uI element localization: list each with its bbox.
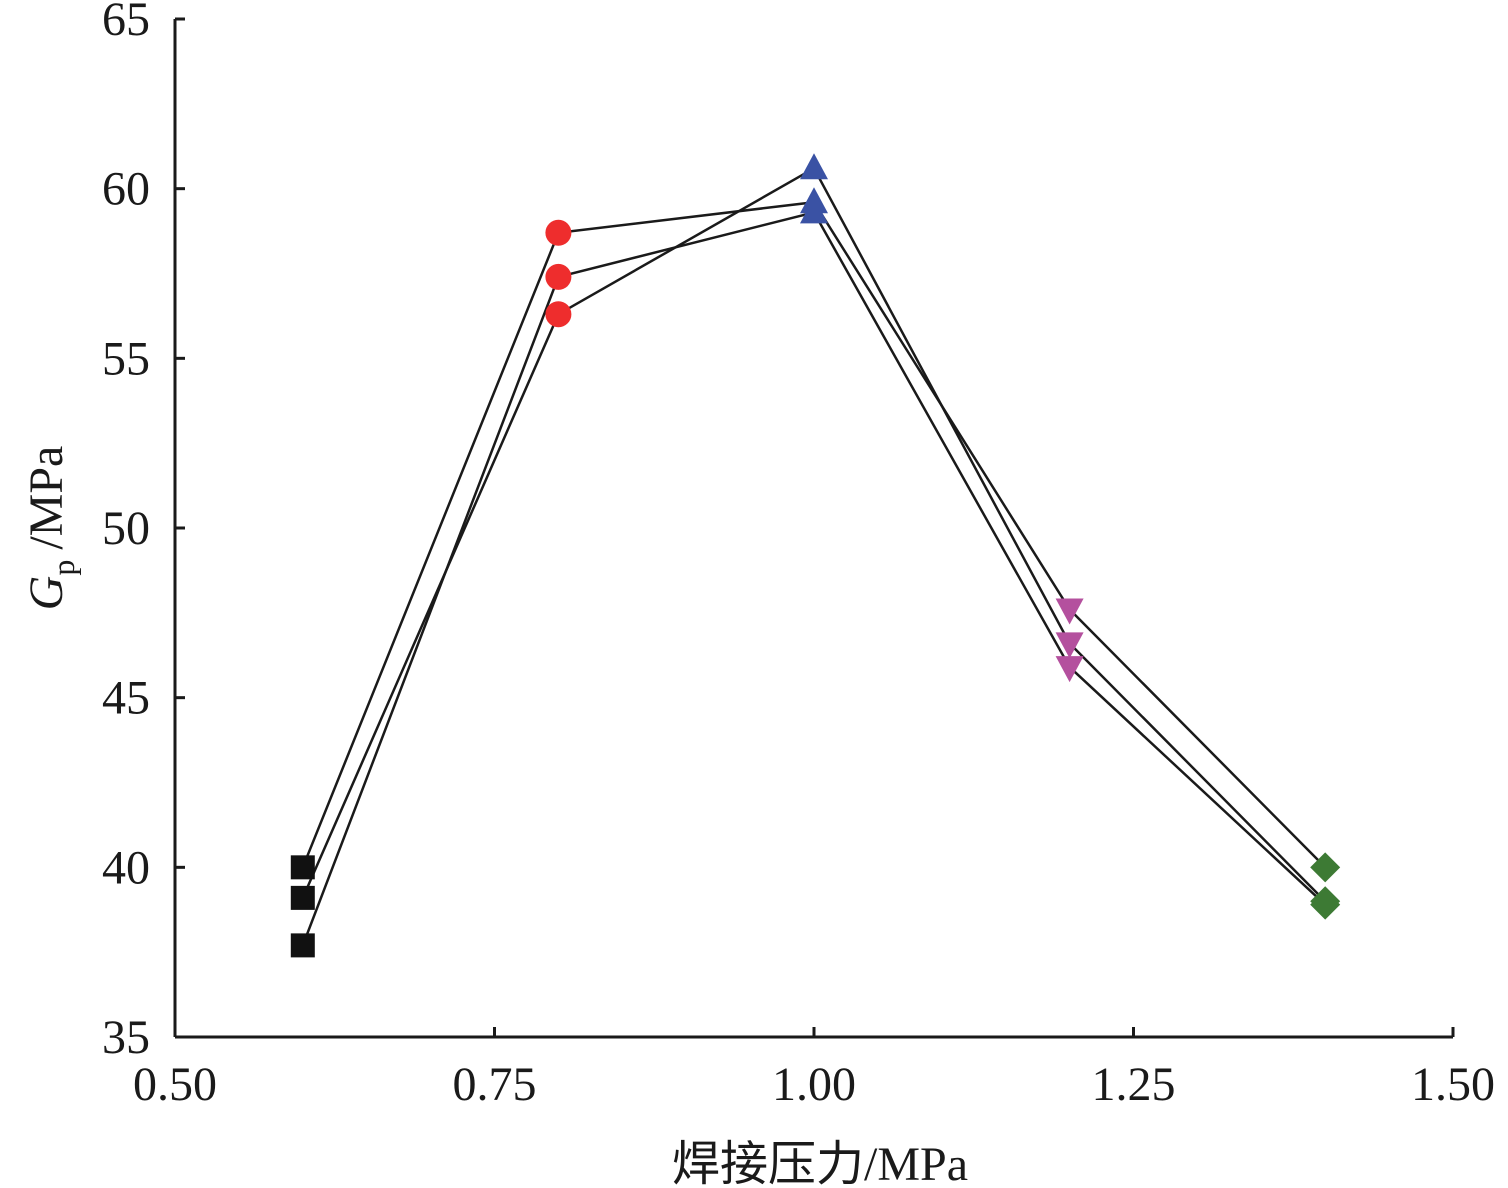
series-line-3	[301, 210, 1327, 946]
y-tick-label: 50	[102, 502, 150, 555]
x-tick-label: 1.25	[1092, 1058, 1176, 1111]
y-tick-label: 45	[102, 672, 150, 725]
series-lines	[301, 166, 1327, 946]
y-tick-label: 40	[102, 841, 150, 894]
tick-labels: 35 40 45 50 55 60 65 0.50 0.75 1.00 1.25 1.50	[102, 0, 1495, 1111]
data-point-triangle-down	[1055, 656, 1084, 683]
data-point-square	[290, 933, 315, 958]
series-line-1	[301, 200, 1327, 869]
data-point-triangle-down	[1055, 598, 1084, 625]
y-axis-title-subscript: p	[45, 560, 81, 576]
x-tick-label: 1.50	[1411, 1058, 1495, 1111]
data-point-triangle-up	[800, 153, 828, 180]
data-point-circle	[545, 301, 572, 328]
x-tick-label: 1.00	[772, 1058, 856, 1111]
y-tick-label: 65	[102, 0, 150, 46]
y-tick-label: 55	[102, 332, 150, 385]
data-point-diamond	[1310, 889, 1341, 920]
y-axis-title: Gp/MPa	[20, 446, 81, 611]
axes	[173, 17, 1455, 1039]
data-point-triangle-down	[1055, 632, 1084, 659]
svg-text:Gp/MPa: Gp/MPa	[20, 446, 81, 611]
series-line-2	[301, 166, 1327, 903]
data-point-square	[290, 885, 315, 910]
y-tick-label: 35	[102, 1011, 150, 1064]
data-point-circle	[545, 263, 572, 290]
x-tick-label: 0.50	[133, 1058, 217, 1111]
y-axis-title-symbol: G	[20, 576, 73, 611]
data-point-circle	[545, 219, 572, 246]
x-axis-title: 焊接压力/MPa	[672, 1138, 968, 1188]
data-point-diamond	[1310, 852, 1341, 883]
y-axis-title-unit: /MPa	[20, 446, 73, 550]
series-markers	[290, 153, 1341, 958]
data-point-square	[290, 855, 315, 880]
x-tick-label: 0.75	[453, 1058, 537, 1111]
data-point-triangle-up	[800, 197, 828, 224]
y-tick-label: 60	[102, 163, 150, 216]
